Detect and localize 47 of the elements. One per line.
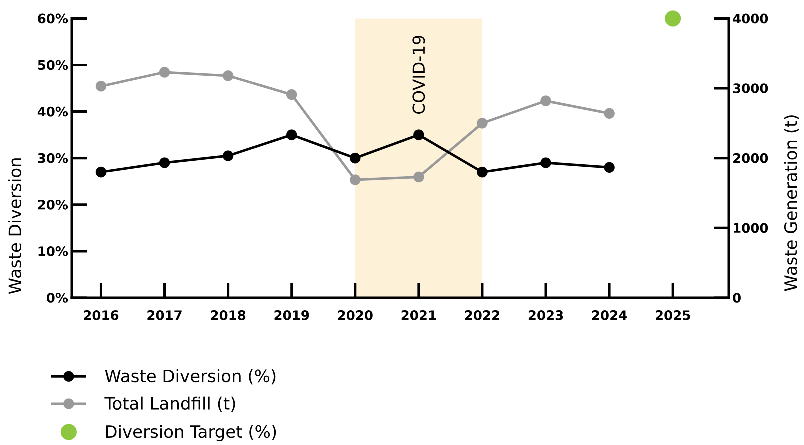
x-tick-label: 2016: [84, 310, 119, 320]
x-tick-label: 2024: [592, 310, 628, 320]
point: [477, 118, 488, 129]
point: [96, 81, 107, 92]
y2-tick-label: 2000: [734, 153, 768, 164]
y2-axis-title: Waste Generation (t): [784, 116, 800, 292]
y-tick-label: 20%: [38, 200, 68, 210]
y-tick-label: 0%: [47, 293, 68, 303]
x-tick-label: 2018: [211, 310, 246, 320]
y2-tick-label: 0: [733, 293, 741, 303]
point: [414, 130, 424, 140]
x-tick-label: 2021: [402, 310, 436, 320]
legend-label: Diversion Target (%): [106, 425, 276, 442]
point: [604, 162, 615, 174]
y-tick-label: 30%: [38, 153, 68, 164]
y-tick-label: 40%: [38, 106, 68, 117]
y2-tick-label: 3000: [733, 84, 768, 94]
point: [222, 70, 234, 82]
legend-label: Waste Diversion (%): [105, 369, 276, 385]
y-axis-title: Waste Diversion: [8, 158, 22, 294]
x-tick-label: 2022: [465, 310, 500, 320]
y-tick-label: 60%: [38, 14, 68, 24]
y2-tick-label: 1000: [734, 223, 768, 234]
point: [96, 166, 107, 178]
point: [286, 89, 298, 100]
point: [540, 96, 552, 106]
y-tick-label: 10%: [38, 246, 68, 256]
point: [222, 150, 234, 162]
point: [414, 172, 424, 183]
point: [477, 166, 488, 178]
band-label: COVID-19: [412, 36, 426, 114]
point: [350, 153, 361, 164]
x-tick-label: 2020: [338, 310, 373, 320]
legend-label: Total Landfill (t): [104, 396, 236, 412]
x-tick-label: 2017: [148, 310, 182, 320]
y2-tick-label: 4000: [733, 14, 768, 24]
point: [540, 158, 552, 168]
point: [159, 67, 170, 78]
y-tick-label: 50%: [38, 60, 68, 70]
point: [286, 130, 298, 140]
point: [604, 108, 615, 120]
point: [350, 174, 361, 186]
x-tick-label: 2019: [274, 310, 310, 320]
x-tick-label: 2025: [656, 310, 690, 320]
point: [159, 158, 170, 168]
x-tick-label: 2023: [528, 310, 564, 320]
point: [665, 10, 682, 27]
